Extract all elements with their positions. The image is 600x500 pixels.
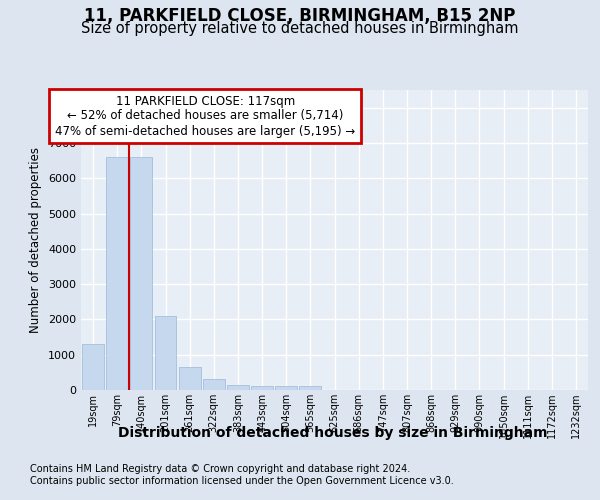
Text: Contains HM Land Registry data © Crown copyright and database right 2024.: Contains HM Land Registry data © Crown c… — [30, 464, 410, 474]
Bar — [299, 386, 321, 390]
Bar — [179, 367, 200, 390]
Bar — [251, 386, 273, 390]
Text: Distribution of detached houses by size in Birmingham: Distribution of detached houses by size … — [118, 426, 548, 440]
Text: Contains public sector information licensed under the Open Government Licence v3: Contains public sector information licen… — [30, 476, 454, 486]
Text: 11 PARKFIELD CLOSE: 117sqm
← 52% of detached houses are smaller (5,714)
47% of s: 11 PARKFIELD CLOSE: 117sqm ← 52% of deta… — [55, 94, 355, 138]
Bar — [227, 384, 249, 390]
Bar — [82, 344, 104, 390]
Text: Size of property relative to detached houses in Birmingham: Size of property relative to detached ho… — [81, 22, 519, 36]
Text: 11, PARKFIELD CLOSE, BIRMINGHAM, B15 2NP: 11, PARKFIELD CLOSE, BIRMINGHAM, B15 2NP — [85, 8, 515, 26]
Bar — [155, 316, 176, 390]
Bar — [130, 157, 152, 390]
Bar — [275, 386, 297, 390]
Y-axis label: Number of detached properties: Number of detached properties — [29, 147, 43, 333]
Bar — [106, 157, 128, 390]
Bar — [203, 380, 224, 390]
